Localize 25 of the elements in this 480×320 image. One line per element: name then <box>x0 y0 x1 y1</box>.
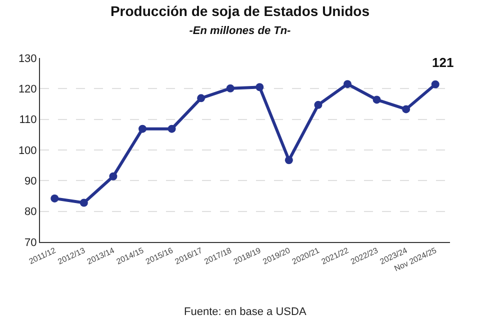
y-tick-label: 70 <box>24 236 37 249</box>
point <box>138 124 146 133</box>
y-tick-label: 80 <box>24 206 37 218</box>
point <box>226 84 234 92</box>
chart-title: Producción de soja de Estados Unidos <box>110 3 370 19</box>
point <box>402 105 410 114</box>
point <box>344 80 352 88</box>
point <box>109 172 118 180</box>
y-tick-label: 120 <box>18 84 37 96</box>
point <box>314 100 322 109</box>
point <box>197 94 206 102</box>
point <box>168 124 176 133</box>
annotation: 121 <box>432 55 454 70</box>
chart-subtitle: -En millones de Tn- <box>189 25 292 38</box>
point <box>256 83 264 92</box>
y-tick-label: 110 <box>19 114 37 126</box>
point <box>372 96 381 104</box>
point <box>50 194 59 202</box>
y-tick-label: 130 <box>18 52 37 65</box>
point <box>431 80 440 88</box>
source-note: Fuente: en base a USDA <box>184 306 307 318</box>
y-tick-label: 90 <box>24 176 37 188</box>
y-tick-label: 100 <box>18 144 37 157</box>
point <box>284 156 293 164</box>
point <box>80 198 88 207</box>
